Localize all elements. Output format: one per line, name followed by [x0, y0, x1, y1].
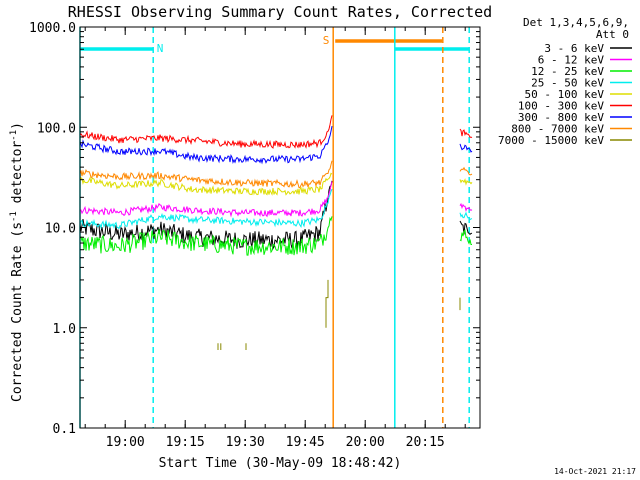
series-3-6-kev [79, 180, 473, 251]
flag-label: N [157, 42, 164, 55]
series-line [325, 279, 329, 328]
flag-label: S [323, 34, 330, 47]
chart-title: RHESSI Observing Summary Count Rates, Co… [68, 3, 492, 21]
series-25-50-kev [79, 188, 473, 230]
footer-date: 14-Oct-2021 21:17 [554, 467, 636, 476]
plot-frame [79, 26, 481, 429]
x-tick-label: 20:15 [406, 435, 445, 450]
series-line [79, 216, 333, 256]
legend-label: 50 - 100 keV [525, 88, 605, 101]
series-line [459, 166, 473, 176]
x-tick-label: 19:00 [106, 435, 145, 450]
legend-label: 3 - 6 keV [544, 42, 604, 55]
series-line [459, 128, 473, 139]
series-line [459, 178, 473, 186]
y-axis-label-mid: detector [10, 141, 25, 212]
series-100-300-kev [79, 115, 473, 149]
legend-label: 12 - 25 keV [531, 65, 604, 78]
series-line [79, 188, 333, 230]
legend-header-1: Det 1,3,4,5,6,9, [523, 16, 629, 29]
y-tick-label: 1000.0 [29, 21, 76, 36]
axes: 1000.0 100.0 10.0 1.0 0.1 19:00 19:15 19:30 19:4… [29, 21, 481, 450]
series-line [459, 143, 473, 153]
series-50-100-kev [79, 172, 473, 196]
y-axis-label: Corrected Count Rate (s-1 detector-1) [9, 122, 25, 402]
series-7000-15000-kev [217, 279, 461, 350]
series-line [459, 220, 473, 235]
series-line [79, 126, 333, 165]
legend-label: 300 - 800 keV [518, 111, 604, 124]
legend-label: 800 - 7000 keV [511, 123, 604, 136]
y-axis-label-exp1: -1 [9, 211, 19, 222]
series-line [459, 211, 473, 221]
x-axis-label: Start Time (30-May-09 18:48:42) [159, 456, 402, 471]
series-line [459, 202, 473, 212]
series-line [79, 160, 333, 189]
legend-label: 100 - 300 keV [518, 100, 604, 113]
legend-label: 25 - 50 keV [531, 77, 604, 90]
y-tick-label: 0.1 [53, 422, 76, 437]
series-300-800-kev [79, 126, 473, 165]
series-line [79, 172, 333, 196]
vertical-markers [79, 27, 470, 428]
x-tick-label: 19:45 [286, 435, 325, 450]
series-6-12-kev [80, 181, 473, 218]
y-tick-label: 100.0 [37, 121, 76, 136]
series-line [80, 181, 333, 218]
series-line [79, 180, 333, 251]
series-800-7000-kev [79, 160, 473, 189]
x-tick-label: 19:30 [226, 435, 265, 450]
series-layer [79, 115, 473, 350]
legend-header-2: Att 0 [596, 28, 629, 41]
flag-bars: NS [80, 34, 470, 55]
x-tick-label: 20:00 [346, 435, 385, 450]
y-axis-label-start: Corrected Count Rate (s [10, 222, 25, 402]
legend-label: 6 - 12 keV [538, 54, 605, 67]
y-tick-label: 10.0 [45, 222, 76, 237]
y-tick-label: 1.0 [53, 322, 76, 337]
y-axis-label-end: ) [10, 122, 25, 130]
series-line [79, 115, 333, 149]
legend-label: 7000 - 15000 keV [498, 134, 604, 147]
y-axis-label-exp2: -1 [9, 130, 19, 141]
series-line [459, 229, 472, 245]
x-tick-label: 19:15 [166, 435, 205, 450]
series-12-25-kev [79, 216, 472, 256]
